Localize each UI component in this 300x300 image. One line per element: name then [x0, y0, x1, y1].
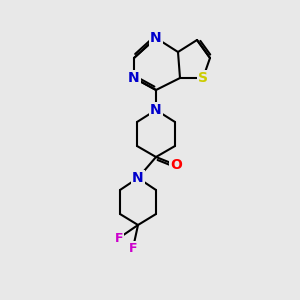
Text: S: S [198, 71, 208, 85]
Text: O: O [170, 158, 182, 172]
Text: N: N [132, 171, 144, 185]
Text: F: F [115, 232, 123, 244]
Text: F: F [129, 242, 137, 254]
Text: N: N [150, 103, 162, 117]
Text: N: N [128, 71, 140, 85]
Text: N: N [150, 31, 162, 45]
